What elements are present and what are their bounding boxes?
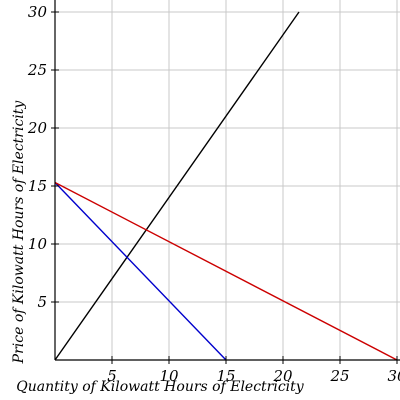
series-lines — [54, 11, 398, 361]
y-tick-label: 10 — [28, 235, 48, 253]
series-line-2 — [54, 182, 227, 361]
x-axis-label: Quantity of Kilowatt Hours of Electricit… — [16, 379, 304, 395]
x-tick-label: 5 — [107, 367, 117, 385]
x-tick-label: 15 — [216, 367, 235, 385]
x-tick-label: 30 — [387, 367, 400, 385]
x-tick-label: 25 — [329, 367, 349, 385]
series-line-3 — [54, 181, 398, 361]
y-tick-label: 30 — [28, 3, 48, 21]
gridlines — [55, 0, 400, 360]
y-tick-label: 25 — [27, 61, 47, 79]
tick-labels: 5 10 15 20 25 30 5 10 15 20 25 30 — [27, 3, 400, 385]
series-line-1 — [54, 11, 300, 361]
x-tick-label: 20 — [272, 367, 293, 385]
y-tick-label: 20 — [27, 119, 48, 137]
x-tick-label: 10 — [159, 367, 179, 385]
y-tick-label: 15 — [28, 177, 47, 195]
axes — [51, 0, 400, 364]
y-axis-label: Price of Kilowatt Hours of Electricity — [11, 100, 27, 365]
y-tick-label: 5 — [37, 293, 47, 311]
